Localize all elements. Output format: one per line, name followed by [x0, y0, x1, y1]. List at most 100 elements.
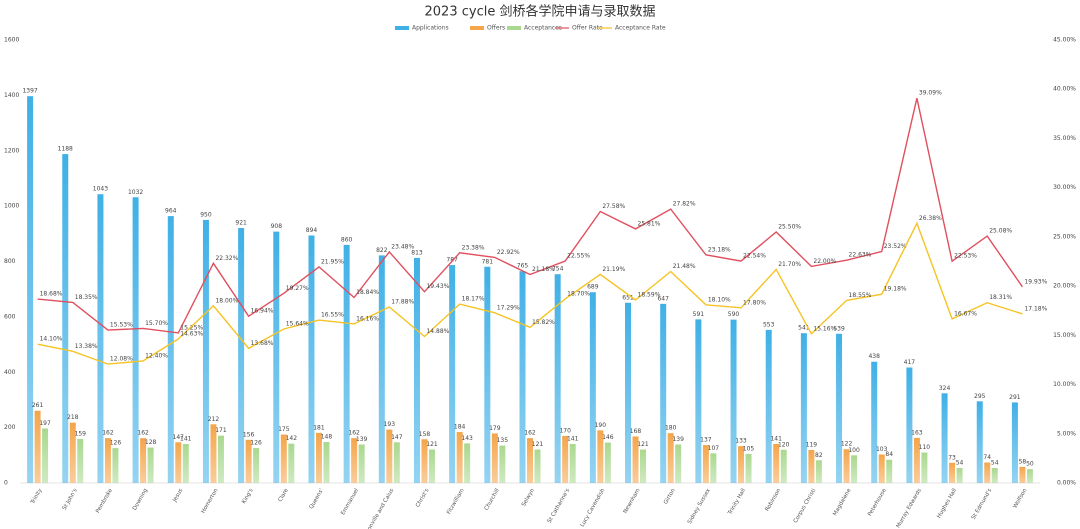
bar: [202, 219, 209, 483]
bar: [554, 274, 561, 483]
data-label: 100: [848, 447, 860, 454]
bar: [667, 433, 674, 483]
bar: [589, 292, 596, 483]
data-label: 25.81%: [638, 220, 661, 227]
data-label: 156: [243, 431, 255, 438]
bar: [1019, 466, 1026, 483]
x-tick-label: Clare: [277, 487, 290, 503]
data-label: 39.09%: [919, 90, 942, 97]
data-label: 126: [110, 440, 122, 447]
data-label: 12.40%: [145, 352, 168, 359]
data-label: 21.48%: [673, 263, 696, 270]
data-label: 21.18%: [532, 266, 555, 273]
bar: [675, 444, 682, 483]
bar: [604, 442, 611, 483]
data-label: 22.00%: [813, 258, 836, 265]
bar: [871, 361, 878, 483]
data-label: 19.93%: [1024, 278, 1047, 285]
data-label: 128: [145, 439, 157, 446]
data-label: 417: [904, 359, 916, 366]
data-label: 813: [411, 249, 423, 256]
y2-tick-label: 30.00%: [1053, 184, 1076, 191]
data-label: 18.84%: [356, 289, 379, 296]
data-label: 162: [524, 430, 536, 437]
data-label: 146: [602, 434, 614, 441]
data-label: 58: [1019, 458, 1027, 465]
data-label: 22.92%: [497, 249, 520, 256]
bar: [730, 319, 737, 483]
bar: [288, 443, 295, 483]
data-label: 103: [876, 446, 888, 453]
data-label: 74: [983, 454, 991, 461]
bar: [280, 434, 287, 483]
x-tick-label: Lucy Cavendish: [580, 487, 607, 528]
bar: [941, 393, 948, 483]
x-tick-label: Wolfson: [1012, 487, 1028, 509]
data-label: 13.68%: [251, 340, 274, 347]
data-label: 180: [665, 425, 677, 432]
bar: [217, 435, 224, 483]
x-tick-label: Jesus: [171, 488, 184, 504]
bar: [34, 410, 41, 483]
data-label: 651: [622, 294, 634, 301]
bar: [660, 303, 667, 483]
data-label: 15.70%: [145, 320, 168, 327]
x-tick-label: Sidney Sussex: [687, 487, 712, 525]
data-label: 82: [815, 452, 823, 459]
data-label: 1188: [58, 146, 73, 153]
y2-tick-label: 45.00%: [1053, 37, 1076, 44]
data-label: 16.55%: [321, 312, 344, 319]
bar: [519, 271, 526, 483]
data-label: 21.95%: [321, 258, 344, 265]
data-label: 860: [341, 236, 353, 243]
x-tick-label: Pembroke: [95, 487, 114, 514]
data-label: 141: [770, 435, 782, 442]
y-tick-label: 1000: [4, 203, 19, 210]
bar: [175, 442, 182, 483]
data-label: 212: [208, 416, 220, 423]
bar: [765, 329, 772, 483]
data-label: 14.63%: [180, 330, 203, 337]
data-label: 54: [956, 460, 964, 467]
y2-tick-label: 0.00%: [1057, 480, 1076, 487]
bar: [625, 302, 632, 483]
y-tick-label: 1600: [4, 37, 19, 44]
x-tick-label: Magdalene: [832, 487, 853, 517]
bar: [315, 432, 322, 483]
data-label: 105: [743, 445, 755, 452]
data-label: 23.48%: [391, 243, 414, 250]
y2-tick-label: 35.00%: [1053, 135, 1076, 142]
data-label: 141: [567, 435, 579, 442]
bar: [956, 468, 963, 483]
data-label: 438: [868, 353, 880, 360]
data-label: 16.94%: [251, 308, 274, 315]
bar: [97, 194, 104, 484]
bar: [69, 422, 76, 483]
data-label: 181: [313, 424, 325, 431]
data-label: 133: [735, 438, 747, 445]
data-label: 163: [911, 429, 923, 436]
bar: [182, 443, 189, 483]
bar: [702, 445, 709, 483]
bar: [710, 453, 717, 483]
y2-tick-label: 20.00%: [1053, 283, 1076, 290]
data-label: 107: [708, 445, 720, 452]
bar: [351, 438, 358, 483]
bar: [808, 450, 815, 483]
legend-swatch: [395, 26, 409, 30]
y-tick-label: 0: [4, 480, 8, 487]
data-label: 295: [974, 393, 986, 400]
data-label: 781: [482, 258, 494, 265]
bar: [27, 96, 34, 483]
bar: [210, 424, 217, 483]
bar: [253, 448, 260, 483]
bar: [428, 449, 435, 483]
legend-swatch: [470, 26, 484, 30]
data-label: 765: [517, 263, 529, 270]
legend-label: Offer Rate: [572, 25, 603, 32]
data-label: 197: [39, 420, 51, 427]
data-label: 15.53%: [110, 322, 133, 329]
x-tick-label: Queens': [309, 488, 325, 510]
data-label: 18.68%: [40, 291, 63, 298]
x-tick-label: Trinity: [30, 487, 44, 506]
